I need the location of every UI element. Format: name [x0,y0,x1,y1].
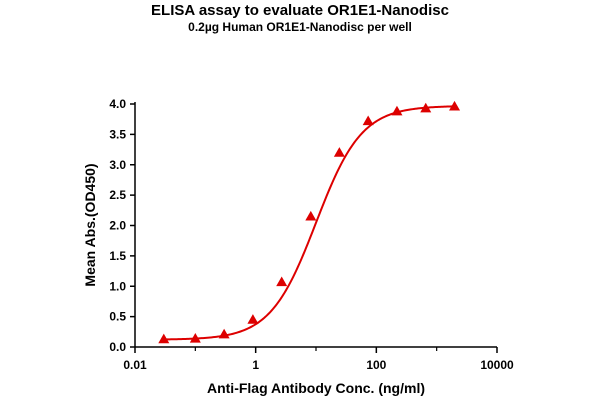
y-tick-label: 0.0 [109,340,126,354]
data-points-layer [158,100,461,344]
x-axis-label: Anti-Flag Antibody Conc. (ng/ml) [207,380,425,396]
data-point [218,328,230,339]
data-point [362,115,374,126]
y-tick-label: 1.0 [109,279,126,293]
x-tick-label: 10000 [480,358,514,372]
x-tick-label: 1 [252,358,259,372]
data-point [247,314,259,324]
x-tick-label: 0.01 [123,358,147,372]
fit-curve-layer [163,105,455,341]
y-tick-label: 1.5 [109,249,126,263]
x-tick-label: 100 [366,358,386,372]
y-tick-label: 3.5 [109,127,126,141]
y-axis-label: Mean Abs.(OD450) [82,163,98,286]
data-point [333,147,345,157]
y-tick-label: 2.0 [109,219,126,233]
data-point [391,105,403,116]
axes: 0.0 0.5 1.0 1.5 2.0 2.5 3.0 3.5 4.0 0.01 1 100 10000 [109,97,514,372]
chart-title: ELISA assay to evaluate OR1E1-Nanodisc [151,2,449,19]
y-tick-label: 3.0 [109,158,126,172]
y-tick-label: 4.0 [109,97,126,111]
fit-curve [163,105,455,341]
data-point [276,276,288,287]
data-point [305,210,317,221]
chart-subtitle: 0.2µg Human OR1E1-Nanodisc per well [188,20,412,34]
data-point [420,102,432,113]
y-tick-label: 2.5 [109,188,126,202]
data-point [158,333,170,344]
data-point [449,100,461,111]
data-point [189,332,201,343]
y-tick-label: 0.5 [109,310,126,324]
